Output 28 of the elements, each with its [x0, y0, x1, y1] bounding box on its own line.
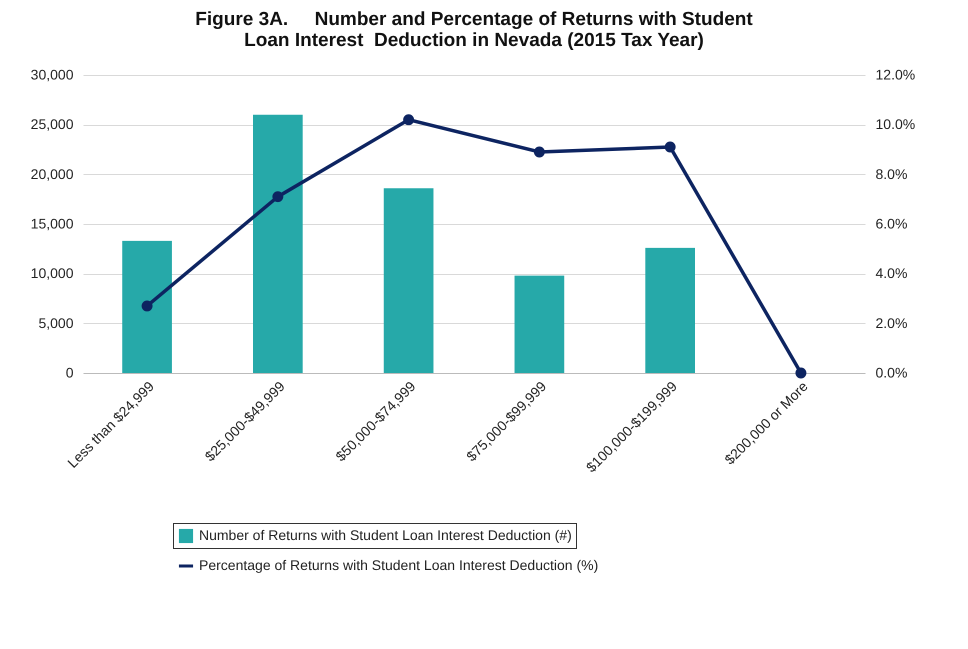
y-tick-label: 5,000	[38, 314, 74, 331]
y2-tick-label: 12.0%	[876, 66, 916, 82]
y2-tick-label: 2.0%	[876, 314, 908, 331]
y-tick-label: 25,000	[30, 116, 74, 132]
y2-tick-label: 4.0%	[876, 265, 908, 282]
point	[142, 300, 153, 312]
legend-label: Number of Returns with Student Loan Interest Deduction (#)	[199, 527, 572, 543]
y-tick-label: 10,000	[30, 265, 74, 282]
bar	[253, 114, 303, 373]
y-tick-label: 30,000	[30, 66, 74, 82]
point	[534, 146, 545, 158]
y-tick-label: 20,000	[30, 166, 74, 182]
y-tick-label: 15,000	[30, 216, 74, 232]
bar	[645, 248, 695, 373]
point	[403, 114, 414, 126]
point	[272, 191, 284, 202]
chart-title: Figure 3A. Number and Percentage of Returns with Student Loan Interest Deduction in Nevada (2015 Tax Year)	[195, 9, 754, 51]
legend-label: Percentage of Returns with Student Loan Interest Deduction (%)	[199, 557, 598, 573]
point	[664, 142, 676, 152]
y-tick-label: 0	[66, 364, 74, 380]
bar	[122, 240, 172, 373]
y2-tick-label: 0.0%	[876, 364, 908, 380]
bar	[514, 276, 564, 373]
bar	[384, 188, 434, 373]
y2-tick-label: 8.0%	[876, 166, 908, 182]
point	[795, 368, 806, 378]
y2-tick-label: 6.0%	[876, 216, 908, 232]
y2-tick-label: 10.0%	[876, 116, 916, 132]
